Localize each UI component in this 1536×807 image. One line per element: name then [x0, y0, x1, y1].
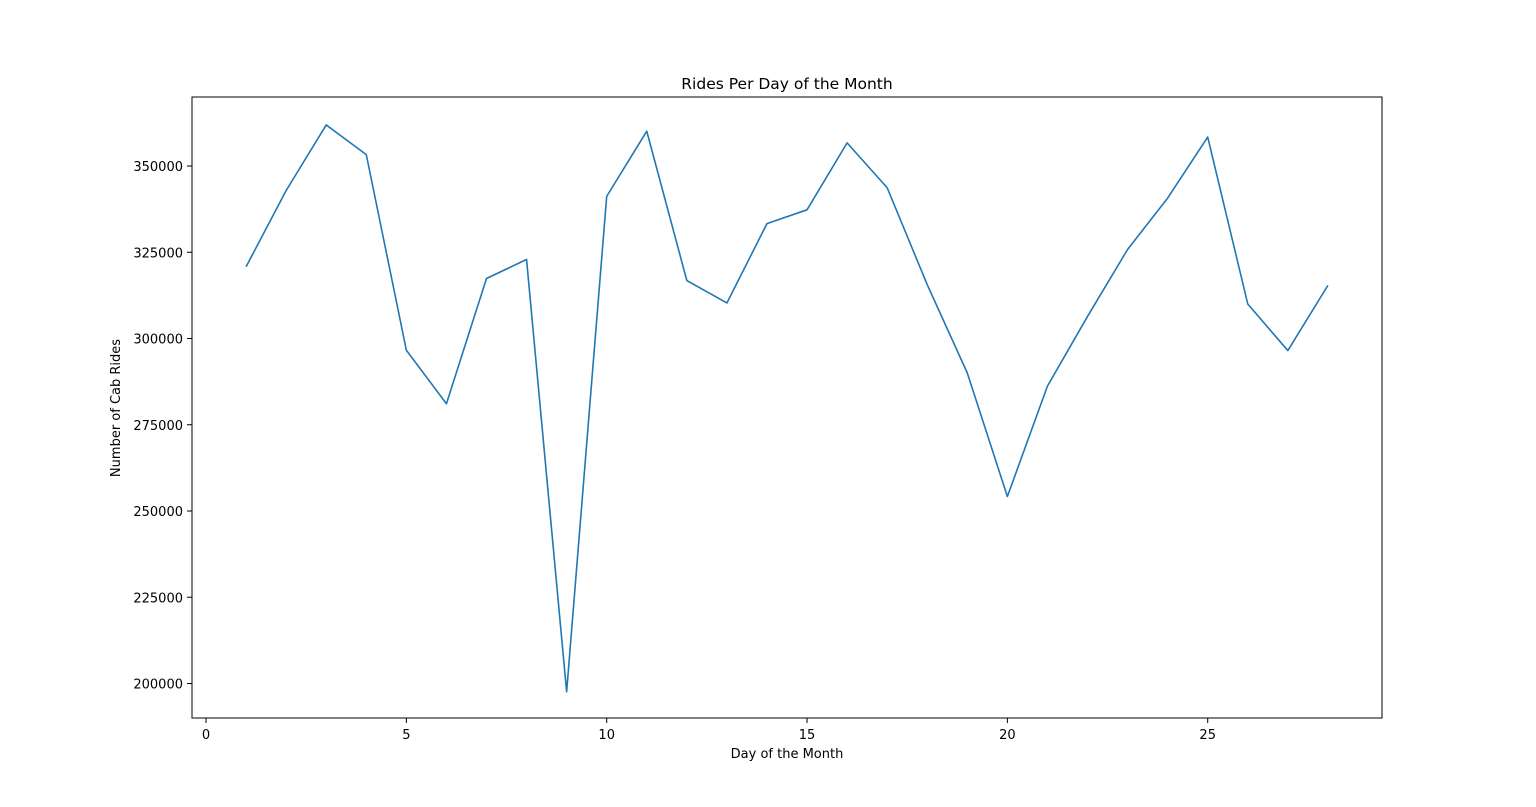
- plot-area: [245, 124, 1329, 693]
- y-tick-label: 350000: [133, 160, 183, 175]
- data-point: [1207, 137, 1208, 138]
- data-point: [366, 154, 367, 155]
- data-point: [686, 280, 687, 281]
- data-point: [406, 350, 407, 351]
- plot-frame: [191, 96, 1383, 719]
- data-point: [1247, 304, 1248, 305]
- x-tick-label: 25: [1199, 728, 1216, 743]
- data-point: [486, 278, 487, 279]
- data-point: [1167, 198, 1168, 199]
- y-tick-label: 325000: [133, 246, 183, 261]
- series-line: [245, 124, 1329, 693]
- data-point: [1007, 496, 1008, 497]
- data-point: [887, 187, 888, 188]
- x-tick-label: 0: [202, 728, 210, 743]
- y-tick-label: 250000: [133, 505, 183, 520]
- data-point: [1287, 350, 1288, 351]
- x-tick-label: 15: [799, 728, 816, 743]
- data-point: [847, 142, 848, 143]
- data-point: [967, 373, 968, 374]
- x-tick-label: 10: [598, 728, 615, 743]
- data-point: [1327, 285, 1328, 286]
- data-point: [1087, 316, 1088, 317]
- data-point: [446, 403, 447, 404]
- data-point: [526, 259, 527, 260]
- y-axis: 200000 225000 250000 275000 300000 325000 3500…: [133, 160, 192, 693]
- data-point: [726, 302, 727, 303]
- data-point: [1047, 386, 1048, 387]
- data-point: [286, 190, 287, 191]
- data-point: [766, 223, 767, 224]
- data-point: [566, 691, 567, 692]
- data-point: [606, 196, 607, 197]
- x-tick-label: 20: [999, 728, 1016, 743]
- x-tick-label: 5: [402, 728, 410, 743]
- x-axis-title: Day of the Month: [731, 747, 844, 762]
- y-tick-label: 200000: [133, 678, 183, 693]
- data-point: [807, 209, 808, 210]
- y-axis-title: Number of Cab Rides: [109, 339, 124, 477]
- data-point: [646, 131, 647, 132]
- y-tick-label: 275000: [133, 419, 183, 434]
- y-tick-label: 300000: [133, 333, 183, 348]
- data-point: [326, 124, 327, 125]
- y-tick-label: 225000: [133, 591, 183, 606]
- x-axis: 0 5 10 15 20 25: [202, 718, 1216, 743]
- data-point: [1127, 249, 1128, 250]
- data-point: [927, 284, 928, 285]
- chart-title: Rides Per Day of the Month: [681, 75, 892, 93]
- data-point: [246, 266, 247, 267]
